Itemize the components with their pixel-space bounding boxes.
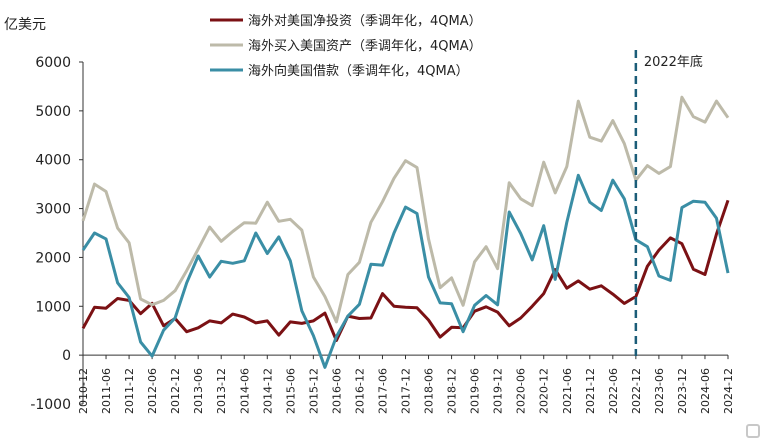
x-tick-label: 2024-06: [699, 368, 712, 414]
x-tick-label: 2017-06: [376, 368, 389, 414]
series-line-3: [81, 173, 730, 369]
x-tick-label: 2015-12: [307, 368, 320, 414]
y-tick-label: 2000: [35, 250, 71, 266]
x-tick-label: 2019-12: [492, 368, 505, 414]
x-tick-label: 2016-06: [330, 368, 343, 414]
series-line-2: [81, 95, 730, 324]
x-tick-label: 2021-12: [584, 368, 597, 414]
y-tick-label: 1000: [35, 299, 71, 315]
x-tick-label: 2019-06: [469, 368, 482, 414]
y-tick-label: 6000: [35, 55, 71, 71]
x-tick-label: 2016-12: [353, 368, 366, 414]
series-line-1: [81, 199, 730, 342]
x-tick-label: 2010-12: [77, 368, 90, 414]
x-tick-label: 2023-12: [676, 368, 689, 414]
x-tick-label: 2018-06: [423, 368, 436, 414]
x-tick-label: 2024-12: [722, 368, 735, 414]
x-tick-label: 2023-06: [653, 368, 666, 414]
y-unit-label: 亿美元: [4, 17, 46, 33]
x-tick-label: 2012-12: [169, 368, 182, 414]
chart-axes: -1000 0 1000 2000 3000 4000 5000 6000 2010-12 201…: [30, 55, 735, 414]
x-tick-label: 2013-06: [192, 368, 205, 414]
watermark: [746, 424, 760, 438]
x-tick-label: 2020-12: [538, 368, 551, 414]
x-tick-label: 2011-06: [100, 368, 113, 414]
x-tick-label: 2011-12: [123, 368, 136, 414]
watermark-logo-icon: [746, 424, 760, 438]
x-tick-label: 2013-12: [215, 368, 228, 414]
x-tick-label: 2015-06: [284, 368, 297, 414]
x-tick-label: 2021-06: [561, 368, 574, 414]
x-tick-label: 2014-12: [261, 368, 274, 414]
y-tick-label: 3000: [35, 202, 71, 218]
x-tick-label: 2020-06: [515, 368, 528, 414]
x-tick-label: 2017-12: [400, 368, 413, 414]
legend: 海外对美国净投资（季调年化，4QMA） 海外买入美国资产（季调年化，4QMA） 海外…: [210, 13, 482, 79]
x-tick-label: 2022-06: [607, 368, 620, 414]
x-tick-label: 2022-12: [630, 368, 643, 414]
x-tick-label: 2018-12: [446, 368, 459, 414]
plot-area: 2022年底: [81, 50, 730, 369]
y-tick-label: 4000: [35, 153, 71, 169]
annotation-label: 2022年底: [644, 54, 703, 70]
x-tick-label: 2012-06: [146, 368, 159, 414]
legend-label: 海外对美国净投资（季调年化，4QMA）: [248, 13, 482, 29]
legend-label: 海外向美国借款（季调年化，4QMA）: [248, 63, 469, 79]
x-tick-label: 2014-06: [238, 368, 251, 414]
y-tick-label: -1000: [30, 397, 71, 413]
y-tick-label: 0: [62, 348, 71, 364]
legend-label: 海外买入美国资产（季调年化，4QMA）: [248, 39, 482, 54]
y-tick-label: 5000: [35, 104, 71, 120]
